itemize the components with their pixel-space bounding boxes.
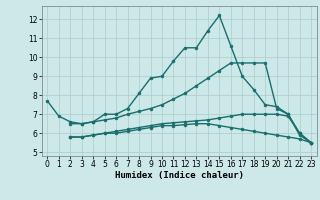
X-axis label: Humidex (Indice chaleur): Humidex (Indice chaleur) xyxy=(115,171,244,180)
